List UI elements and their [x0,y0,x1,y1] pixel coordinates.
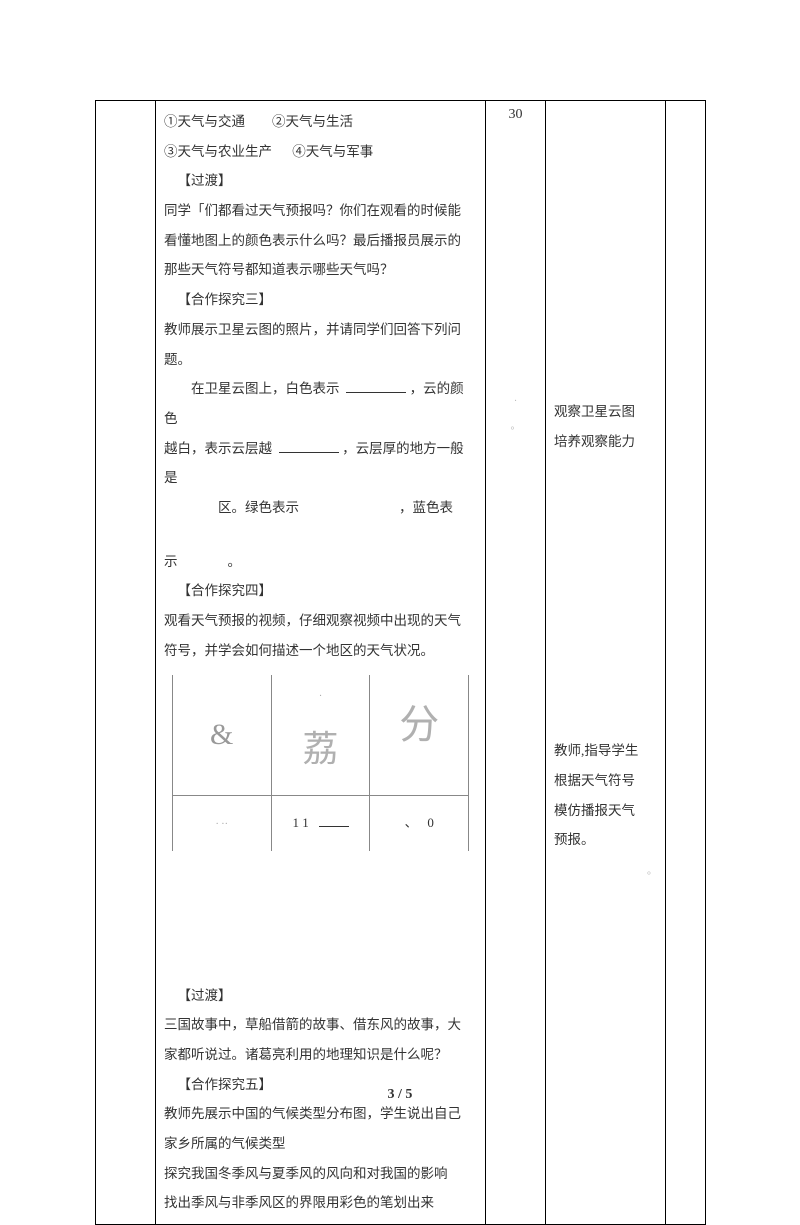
decoration: · [319,691,322,702]
decoration: 。 [511,421,521,432]
text: ③天气与农业生产 [164,144,272,159]
text: 教师展示卫星云图的照片，并请同学们回答下列问 题。 [164,315,477,374]
coop-label: 【合作探究三】 [164,285,477,315]
right-margin-cell [666,101,706,1225]
blank [279,439,339,453]
note-text: 观察卫星云图 [554,397,657,427]
transition-label: 【过渡】 [164,981,477,1011]
note-text: 教师,指导学生 [554,736,657,766]
note-text: 预报。 [554,825,657,855]
note-text: 培养观察能力 [554,427,657,457]
cell: & [210,718,233,751]
page-footer: 3 / 5 [0,1087,800,1103]
text: 观看天气预报的视频，仔细观察视频中出现的天气 [164,606,477,636]
text: 探究我国冬季风与夏季风的风向和对我国的影响 [164,1159,477,1189]
text: 越白，表示云层越 [164,441,272,456]
decoration: 。 [647,866,657,877]
text: 符号，并学会如何描述一个地区的天气状况。 [164,636,477,666]
notes-cell: 观察卫星云图 培养观察能力 教师,指导学生 根据天气符号 模仿播报天气 预报。 … [546,101,666,1225]
blank [319,814,349,827]
text: ①天气与交通 [164,114,245,129]
time-cell: 30 · 。 [486,101,546,1225]
main-content-cell: ①天气与交通 ②天气与生活 ③天气与农业生产 ④天气与军事 【过渡】 同学「们都… [156,101,486,1225]
coop-label: 【合作探究四】 [164,576,477,606]
text: 找出季风与非季风区的界限用彩色的笔划出来 [164,1188,477,1218]
text: 家都听说过。诸葛亮利用的地理知识是什么呢？ [164,1040,477,1070]
cell: 、 [405,815,418,830]
note-text: 根据天气符号 [554,766,657,796]
text: ②天气与生活 [272,114,353,129]
weather-symbol-table: & · 荔 分 · ·· 1 1 、 0 [172,675,469,850]
text: ，蓝色表 [399,500,453,515]
text: 同学「们都看过天气预报吗？你们在观看的时候能 [164,196,477,226]
decoration: · ·· [215,819,228,830]
text: 是 [164,463,477,493]
text: ④天气与军事 [292,144,373,159]
cell: 0 [427,815,434,830]
transition-label: 【过渡】 [164,166,477,196]
text: ，云层厚的地方一般 [342,441,464,456]
lesson-plan-table: ①天气与交通 ②天气与生活 ③天气与农业生产 ④天气与军事 【过渡】 同学「们都… [95,100,706,1225]
left-margin-cell [96,101,156,1225]
cell: 1 1 [293,815,309,830]
text: 那些天气符号都知道表示哪些天气吗？ [164,255,477,285]
text: 在卫星云图上，白色表示 [191,381,340,396]
text: 区。绿色表示 [218,500,299,515]
text: 三国故事中，草船借箭的故事、借东风的故事，大 [164,1010,477,1040]
decoration: · [514,396,517,407]
text: 看懂地图上的颜色表示什么吗？最后播报员展示的 [164,226,477,256]
text: 家乡所属的气候类型 [164,1129,477,1159]
text: 。 [228,554,242,569]
text: 示 [164,554,178,569]
text: 教师先展示中国的气候类型分布图，学生说出自己 [164,1099,477,1129]
blank [346,380,406,394]
note-text: 模仿播报天气 [554,796,657,826]
time-value: 30 [509,107,523,122]
page-number: 3 / 5 [388,1087,413,1102]
cell: 分 [399,702,439,747]
cell: 荔 [302,729,338,769]
